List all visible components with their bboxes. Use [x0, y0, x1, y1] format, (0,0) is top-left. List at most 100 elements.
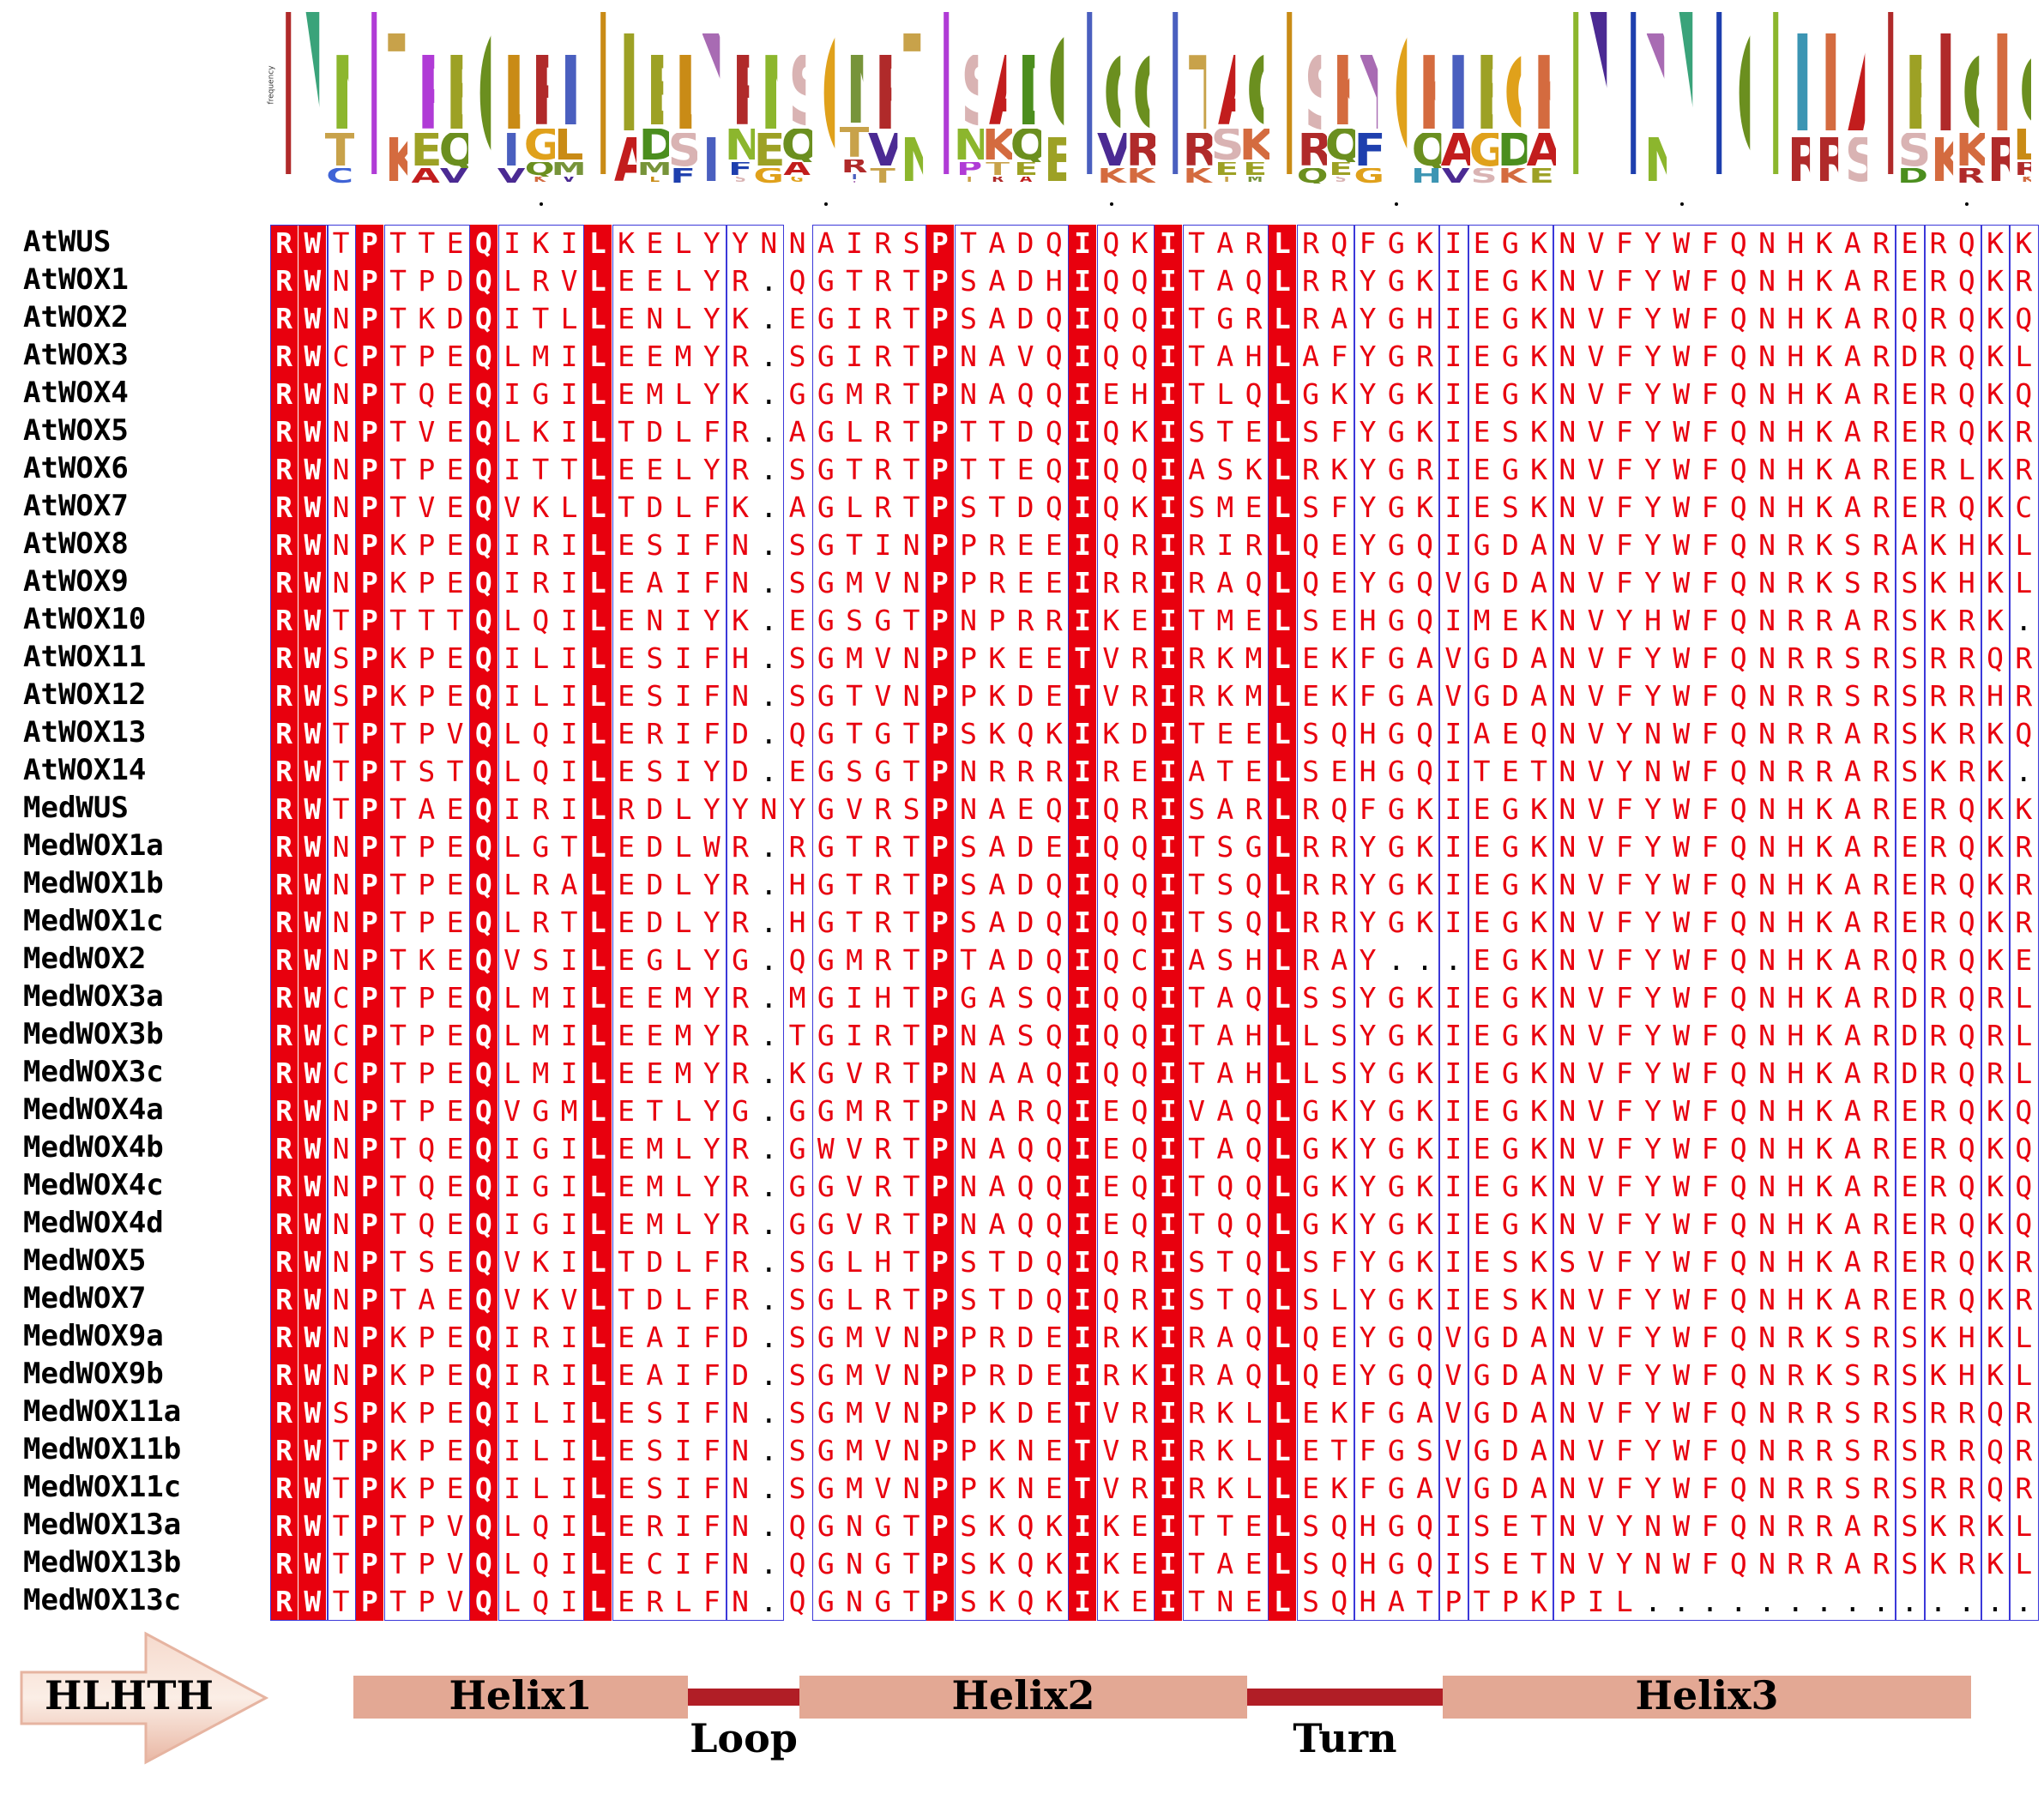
residue: P: [926, 225, 954, 262]
sequence-name: MedWOX2: [23, 942, 147, 976]
residue: H: [1787, 226, 1805, 260]
residue: L: [583, 262, 612, 300]
logo-letter: R: [991, 177, 1004, 184]
residue: Q: [1729, 264, 1747, 298]
residue: Q: [1957, 226, 1975, 260]
residue: T: [532, 302, 550, 335]
logo-column: RTKA: [983, 12, 1012, 192]
column-dot: [1109, 202, 1113, 206]
logo-column: EAK: [1527, 12, 1556, 192]
logo-letter: S: [788, 55, 806, 129]
residue: I: [1444, 226, 1462, 260]
sequence-name: MedWOX7: [23, 1281, 147, 1315]
residue: K: [1987, 264, 2004, 298]
logo-letter: P: [417, 55, 435, 133]
residue: E: [446, 226, 464, 260]
logo-column: I: [1069, 12, 1098, 192]
residue: R: [270, 262, 298, 300]
logo-letter: A: [1847, 33, 1865, 137]
logo-column: Q: [1727, 12, 1756, 192]
logo-letter: R: [1298, 133, 1327, 168]
logo-column: KDG: [1498, 12, 1527, 192]
logo-letter: E: [1528, 167, 1554, 184]
logo-column: GEN: [754, 12, 783, 192]
residue: K: [1815, 264, 1833, 298]
logo-letter: A: [1441, 133, 1470, 168]
sequence-name: MedWOX11c: [23, 1470, 182, 1504]
residue: K: [2015, 226, 2033, 260]
logo-column: NY: [1641, 12, 1670, 192]
column-dot: [539, 202, 543, 206]
residue: T: [389, 302, 407, 335]
residue: T: [1188, 226, 1205, 260]
logo-letter: K: [1332, 55, 1350, 129]
logo-letter: S: [1304, 55, 1322, 133]
sequence-name: AtWOX6: [23, 451, 129, 485]
logo-column: SGE: [1469, 12, 1498, 192]
logo-column: KRQ: [1126, 12, 1155, 192]
residue: R: [874, 302, 892, 335]
logo-letter: E: [1475, 55, 1493, 133]
residue: Q: [1102, 226, 1120, 260]
logo-letter: H: [1412, 167, 1442, 184]
logo-letter: T: [324, 132, 355, 168]
residue: P: [355, 262, 383, 300]
residue: F: [1359, 226, 1377, 260]
logo-letter: T: [1221, 177, 1233, 184]
sequence-name: MedWOX5: [23, 1243, 147, 1278]
logo-column: DSE: [1898, 12, 1927, 192]
residue: I: [560, 226, 578, 260]
residue: I: [1069, 262, 1096, 300]
motif-label: HLHTH: [45, 1672, 214, 1719]
residue: G: [1501, 226, 1519, 260]
logo-letter: F: [1354, 132, 1384, 168]
logo-letter: L: [674, 55, 692, 133]
sequence-name: MedWOX11a: [23, 1394, 182, 1429]
logo-letter: K: [1097, 167, 1127, 184]
residue: A: [988, 226, 1006, 260]
logo-letter: N: [726, 129, 755, 162]
logo-column: VQE: [439, 12, 468, 192]
logo-letter: F: [1619, 12, 1637, 184]
sequence-name: AtWOX14: [23, 753, 147, 787]
residue: G: [1387, 226, 1405, 260]
sequence-name: MedWOX13c: [23, 1583, 182, 1617]
logo-column: KQGR: [525, 12, 554, 192]
logo-letter: P: [932, 12, 950, 184]
logo-column: F: [1613, 12, 1642, 192]
logo-letter: E: [1214, 161, 1239, 178]
logo-column: GAQS: [782, 12, 811, 192]
residue: K: [1987, 226, 2004, 260]
logo-letter: K: [983, 129, 1012, 162]
logo-letter: N: [331, 55, 349, 133]
residue: R: [2015, 264, 2033, 298]
logo-column: VIL: [497, 12, 526, 192]
residue: T: [389, 226, 407, 260]
residue: R: [1929, 226, 1947, 260]
residue: K: [732, 302, 749, 335]
logo-letter: Q: [1103, 55, 1121, 133]
logo-column: SFNR: [726, 12, 755, 192]
sequence-name: MedWOX1b: [23, 866, 164, 900]
logo-letter: E: [645, 55, 663, 129]
residue: Y: [1359, 264, 1377, 298]
residue: Y: [702, 302, 721, 335]
logo-letter: D: [640, 129, 669, 162]
turn-bar: [1247, 1689, 1443, 1706]
residue: T: [332, 226, 350, 260]
logo-letter: K: [1818, 33, 1836, 137]
sequence-name: AtWOX8: [23, 527, 129, 561]
sequence-name: MedWOX1c: [23, 904, 164, 938]
residue: P: [926, 262, 954, 300]
logo-letter: G: [1469, 133, 1498, 168]
sequence-name: AtWOX10: [23, 602, 147, 636]
logo-letter: R: [1126, 133, 1155, 168]
logo-letter: I: [851, 173, 858, 181]
logo-letter: A: [614, 137, 636, 184]
logo-letter: E: [1014, 161, 1039, 178]
column-dot: [1965, 202, 1969, 206]
logo-letter: T: [903, 33, 921, 137]
residue: W: [1673, 226, 1691, 260]
logo-letter: W: [302, 12, 320, 184]
logo-letter: V: [439, 167, 468, 184]
